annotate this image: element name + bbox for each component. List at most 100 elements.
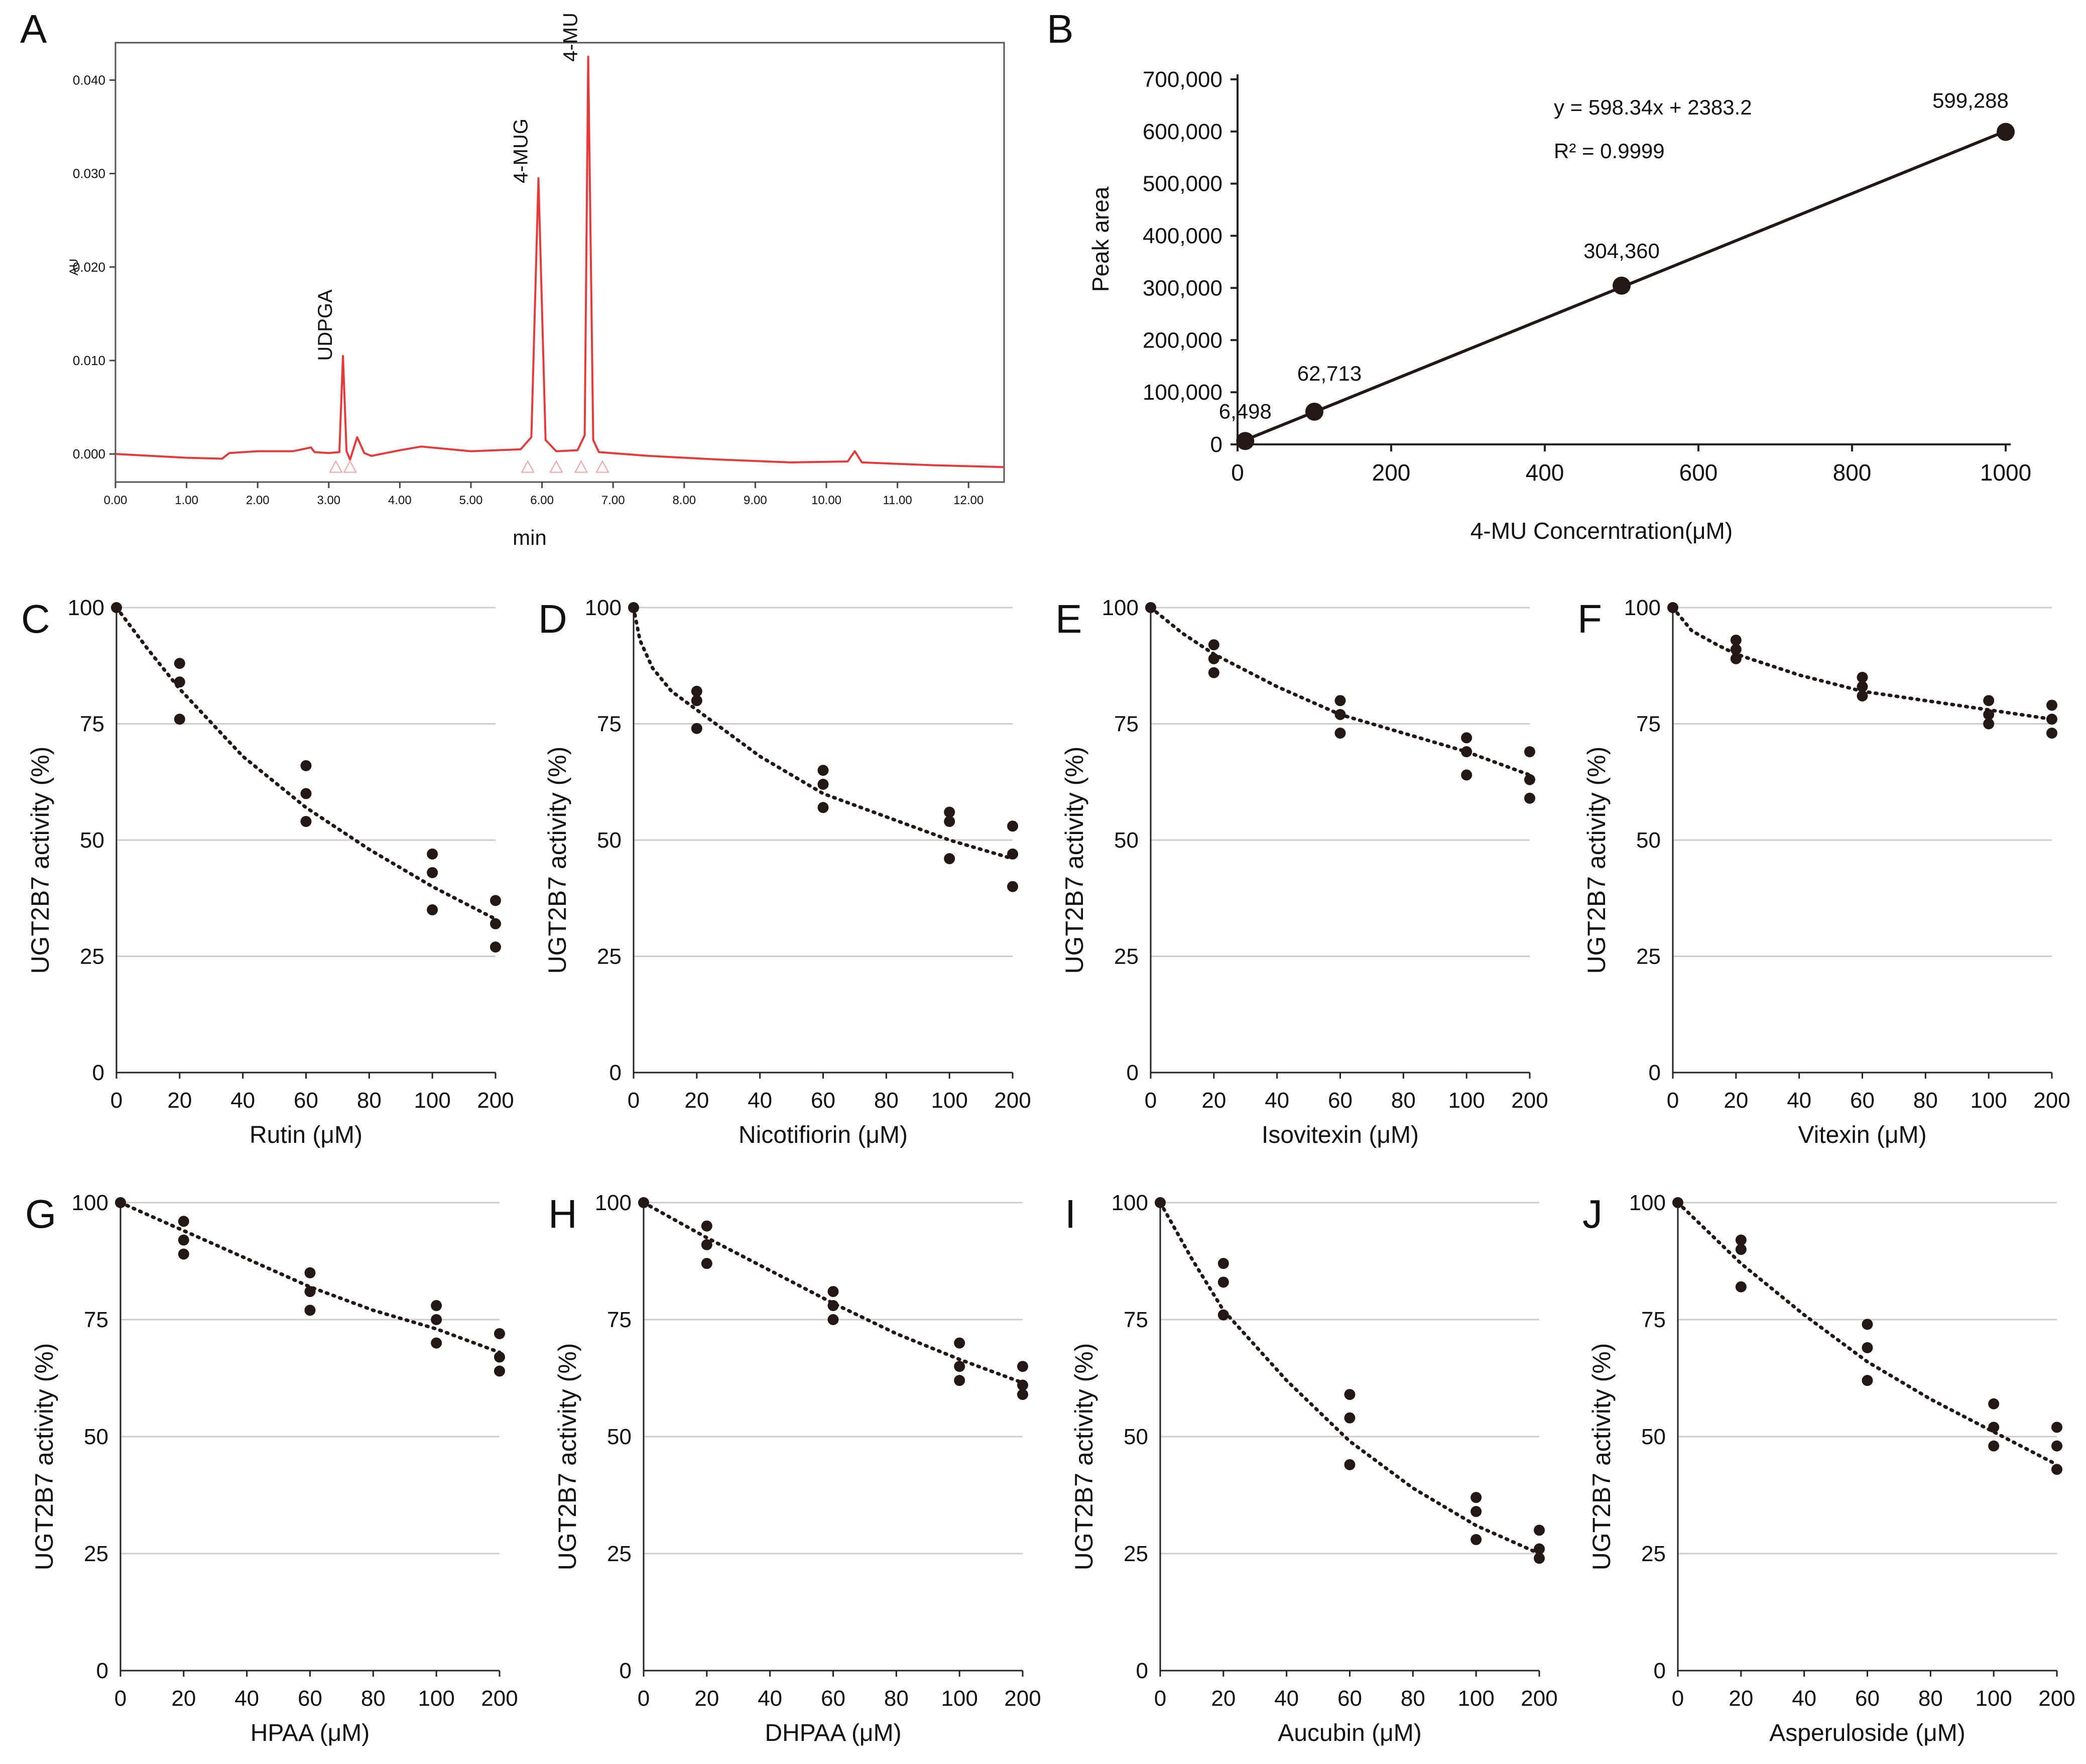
xtick-label: 200 bbox=[994, 1088, 1031, 1113]
data-point bbox=[691, 695, 702, 707]
ytick-label: 50 bbox=[80, 828, 104, 853]
xtick-label: 80 bbox=[1918, 1686, 1943, 1711]
data-point bbox=[701, 1239, 712, 1250]
xtick-label: 40 bbox=[1792, 1686, 1816, 1711]
xtick-label: 100 bbox=[1970, 1088, 2007, 1113]
panel-letter-e: E bbox=[1055, 597, 1082, 641]
xtick-label: 200 bbox=[1521, 1686, 1557, 1711]
panel-g: G 0 25 50 75 100 0 20 40 60 80 100 200 HPAA (μM) UGT2B… bbox=[25, 1191, 518, 1746]
data-point bbox=[954, 1337, 965, 1349]
ytick-label: 0.040 bbox=[73, 72, 105, 87]
xtick-label: 60 bbox=[298, 1686, 322, 1711]
data-point bbox=[1524, 792, 1535, 804]
ytick-label: 75 bbox=[84, 1308, 108, 1332]
xtick-label: 40 bbox=[758, 1686, 782, 1711]
xtick-label: 60 bbox=[811, 1088, 835, 1113]
data-point bbox=[1983, 718, 1995, 730]
xtick-label: 800 bbox=[1833, 459, 1872, 486]
xtick-label: 400 bbox=[1526, 459, 1564, 486]
data-point bbox=[1988, 1398, 2000, 1409]
panel-letter-g: G bbox=[25, 1192, 56, 1236]
xtick-label: 20 bbox=[171, 1686, 196, 1711]
data-point bbox=[944, 853, 955, 865]
data-point bbox=[304, 1267, 316, 1278]
y-axis-label: UGT2B7 activity (%) bbox=[1060, 747, 1088, 974]
data-point bbox=[1155, 1197, 1166, 1208]
data-point-b bbox=[1305, 402, 1323, 421]
data-point bbox=[178, 1248, 189, 1260]
data-point bbox=[178, 1216, 189, 1227]
xtick-label: 100 bbox=[931, 1088, 967, 1113]
xtick-label: 0 bbox=[1231, 459, 1244, 486]
xtick-label: 60 bbox=[1337, 1686, 1362, 1711]
xtick-label: 7.00 bbox=[601, 494, 625, 507]
xtick-label: 3.00 bbox=[317, 494, 340, 507]
xtick-label: 6.00 bbox=[530, 494, 554, 507]
x-axis-label: Aucubin (μM) bbox=[1278, 1720, 1421, 1746]
fit-curve bbox=[118, 1201, 502, 1354]
y-axis-label-b: Peak area bbox=[1087, 186, 1114, 292]
data-point bbox=[1735, 1244, 1747, 1255]
data-point bbox=[1217, 1258, 1229, 1269]
ytick-label: 50 bbox=[84, 1425, 108, 1449]
xtick-label: 200 bbox=[477, 1088, 514, 1113]
integration-marker bbox=[574, 460, 588, 473]
ytick-label: 25 bbox=[80, 945, 104, 969]
ytick-label: 0 bbox=[1654, 1659, 1666, 1683]
ytick-label: 75 bbox=[1636, 712, 1661, 737]
r-squared-label: R² = 0.9999 bbox=[1554, 139, 1665, 163]
data-point bbox=[1524, 774, 1535, 785]
data-point bbox=[1534, 1524, 1545, 1536]
ytick-label: 50 bbox=[1636, 828, 1661, 853]
fit-curve bbox=[642, 1201, 1025, 1385]
xtick-label: 10.00 bbox=[811, 494, 841, 507]
data-point bbox=[638, 1197, 649, 1208]
xtick-label: 100 bbox=[941, 1686, 977, 1711]
data-point bbox=[174, 714, 185, 725]
data-point bbox=[1007, 881, 1018, 892]
data-point bbox=[954, 1375, 965, 1386]
ytick-label: 200,000 bbox=[1143, 328, 1222, 352]
ytick-label: 100 bbox=[595, 1191, 632, 1215]
xtick-label: 60 bbox=[1328, 1088, 1353, 1113]
xtick-label: 0 bbox=[638, 1686, 650, 1711]
data-point bbox=[1017, 1361, 1028, 1372]
xtick-label: 600 bbox=[1679, 459, 1718, 486]
xtick-label: 1.00 bbox=[175, 494, 198, 507]
data-point bbox=[628, 602, 639, 613]
data-point bbox=[1862, 1375, 1873, 1386]
panel-h: H 0 25 50 75 100 0 20 40 60 80 100 200 DHPAA (μM) UGT2… bbox=[548, 1191, 1041, 1746]
data-point bbox=[1007, 820, 1018, 832]
data-point bbox=[701, 1258, 712, 1269]
data-point bbox=[1208, 639, 1219, 651]
ytick-label: 75 bbox=[597, 712, 622, 737]
xtick-label: 0 bbox=[628, 1088, 640, 1113]
data-point bbox=[300, 815, 312, 827]
ytick-label: 0 bbox=[1127, 1061, 1139, 1085]
ytick-label: 0 bbox=[1649, 1061, 1661, 1085]
panel-letter-a: A bbox=[20, 7, 47, 51]
panel-b: B 0 100,000 200,000 300,000 400,000 500,000 600… bbox=[1047, 7, 2031, 544]
data-point bbox=[494, 1328, 505, 1339]
data-point bbox=[178, 1234, 189, 1246]
y-axis-label: UGT2B7 activity (%) bbox=[543, 747, 571, 974]
data-point bbox=[1857, 690, 1868, 701]
panel-letter-d: D bbox=[538, 597, 567, 641]
data-point bbox=[827, 1300, 839, 1312]
data-point bbox=[1730, 644, 1742, 655]
xtick-label: 80 bbox=[357, 1088, 382, 1113]
data-point bbox=[1857, 671, 1868, 683]
data-point bbox=[111, 602, 122, 613]
data-point bbox=[427, 867, 438, 878]
ytick-label: 500,000 bbox=[1143, 172, 1222, 196]
data-point bbox=[1334, 709, 1346, 720]
data-point bbox=[691, 723, 702, 734]
x-axis-label: Isovitexin (μM) bbox=[1262, 1122, 1419, 1148]
y-axis-label: UGT2B7 activity (%) bbox=[1582, 747, 1611, 974]
xtick-label: 100 bbox=[414, 1088, 450, 1113]
x-axis-label: DHPAA (μM) bbox=[765, 1720, 901, 1746]
panel-letter-b: B bbox=[1047, 7, 1073, 51]
xtick-label: 100 bbox=[1457, 1686, 1494, 1711]
ytick-label: 0 bbox=[1136, 1659, 1148, 1683]
ytick-label: 100,000 bbox=[1143, 380, 1222, 405]
